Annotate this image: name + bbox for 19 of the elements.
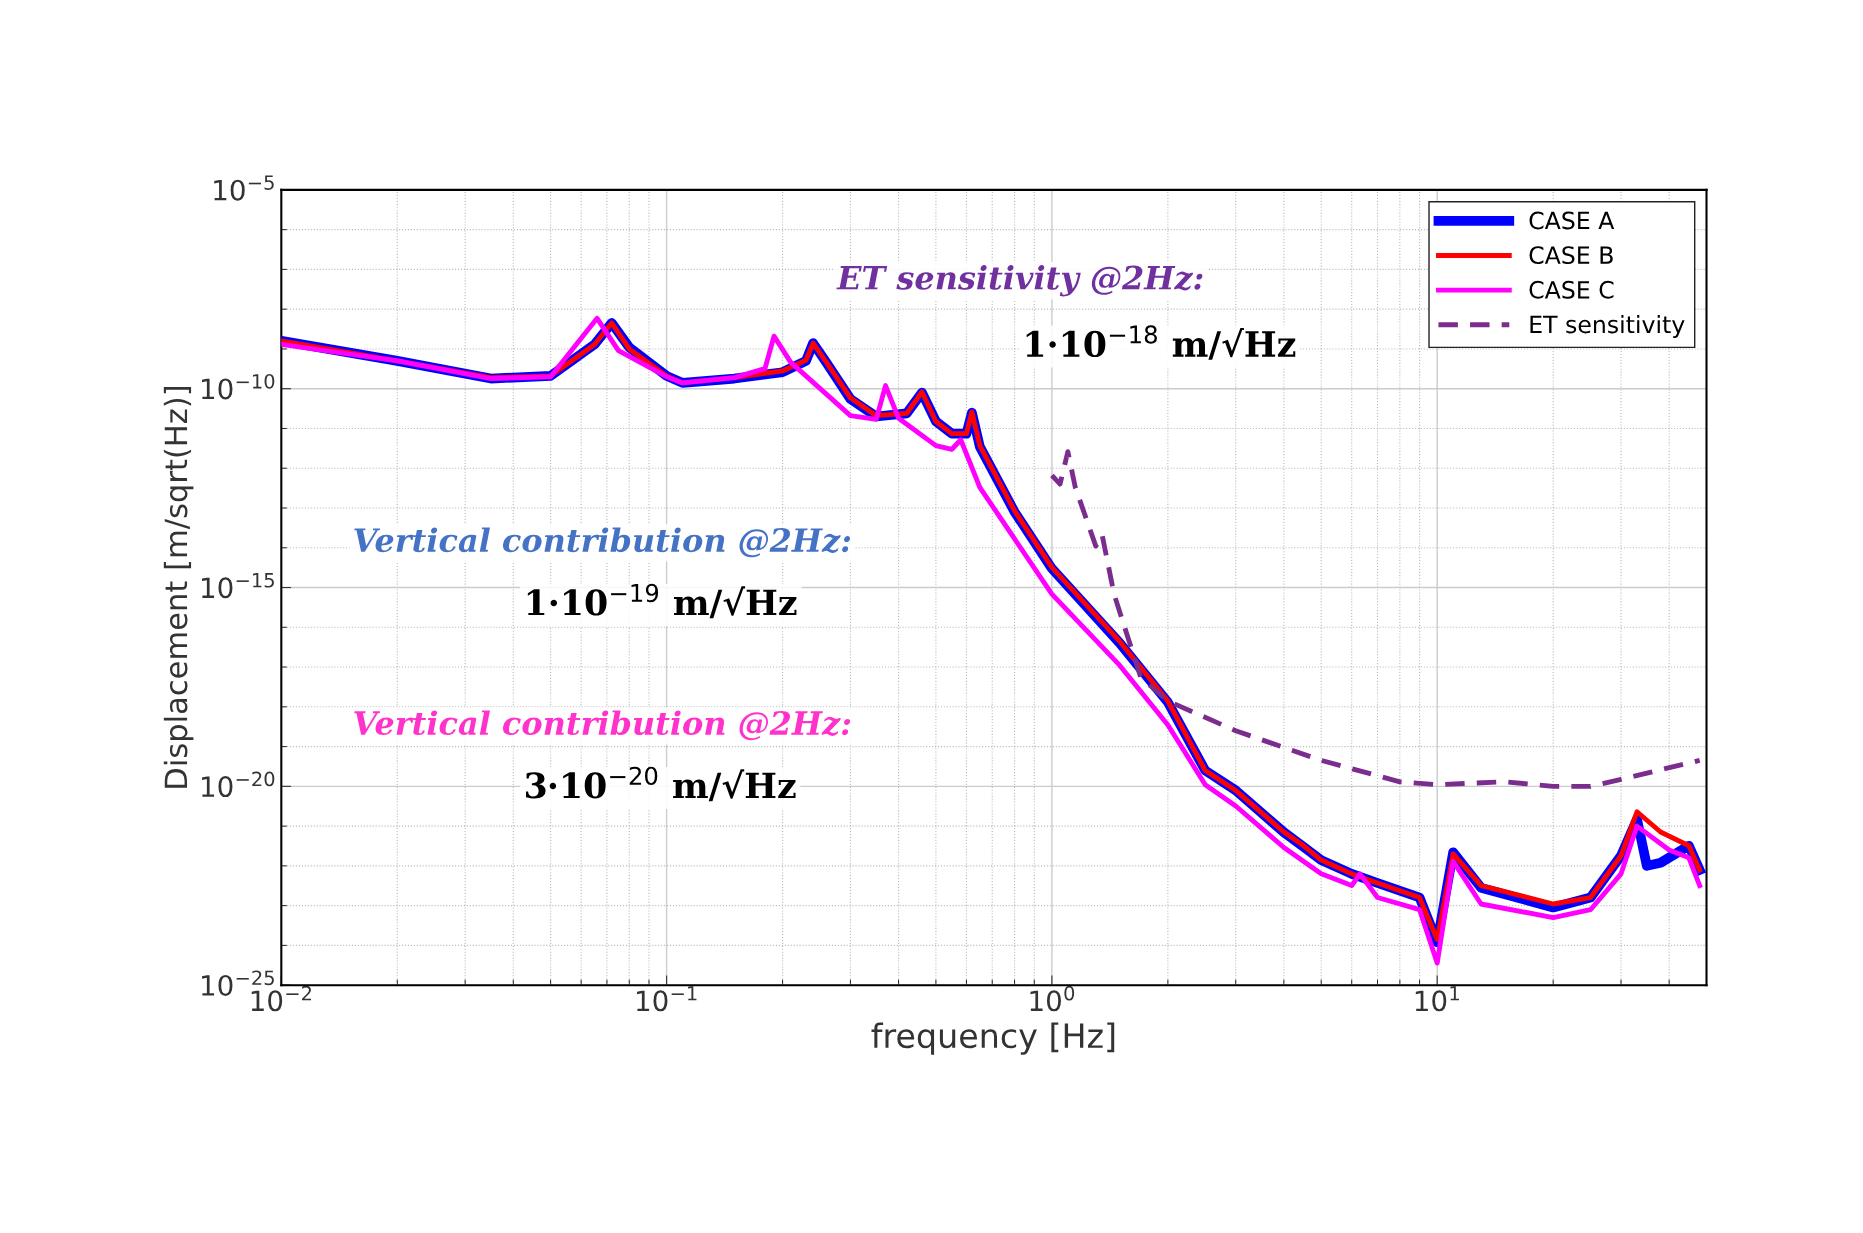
y-tick-label: 10$^{−20}$	[202, 771, 275, 798]
annotation: 1·10$^{−19}$ m/√Hz	[527, 583, 797, 619]
x-tick-label: 10$^{0}$	[1030, 985, 1075, 1012]
annotation: Vertical contribution @2Hz:	[354, 710, 851, 741]
annotation: 3·10$^{−20}$ m/√Hz	[526, 766, 796, 802]
annotation: 1·10$^{−18}$ m/√Hz	[1026, 325, 1296, 360]
annotation: Vertical contribution @2Hz:	[354, 527, 851, 558]
legend-label: CASE C	[1529, 280, 1614, 299]
legend-label: CASE B	[1529, 246, 1613, 265]
y-tick-label: 10$^{−5}$	[214, 175, 274, 201]
y-tick-label: 10$^{−10}$	[202, 373, 275, 400]
x-tick-label: 10$^{−1}$	[637, 986, 697, 1012]
legend-label: ET sensitivity	[1530, 315, 1685, 338]
annotation: ET sensitivity @2Hz:	[836, 265, 1203, 297]
legend-label: CASE A	[1529, 211, 1615, 230]
y-tick-label: 10$^{−15}$	[202, 573, 274, 599]
x-axis-title: frequency [Hz]	[871, 1022, 1115, 1055]
y-axis-title: Displacement [m/sqrt(Hz)]	[163, 386, 194, 788]
x-tick-label: 10$^{1}$	[1415, 986, 1459, 1012]
